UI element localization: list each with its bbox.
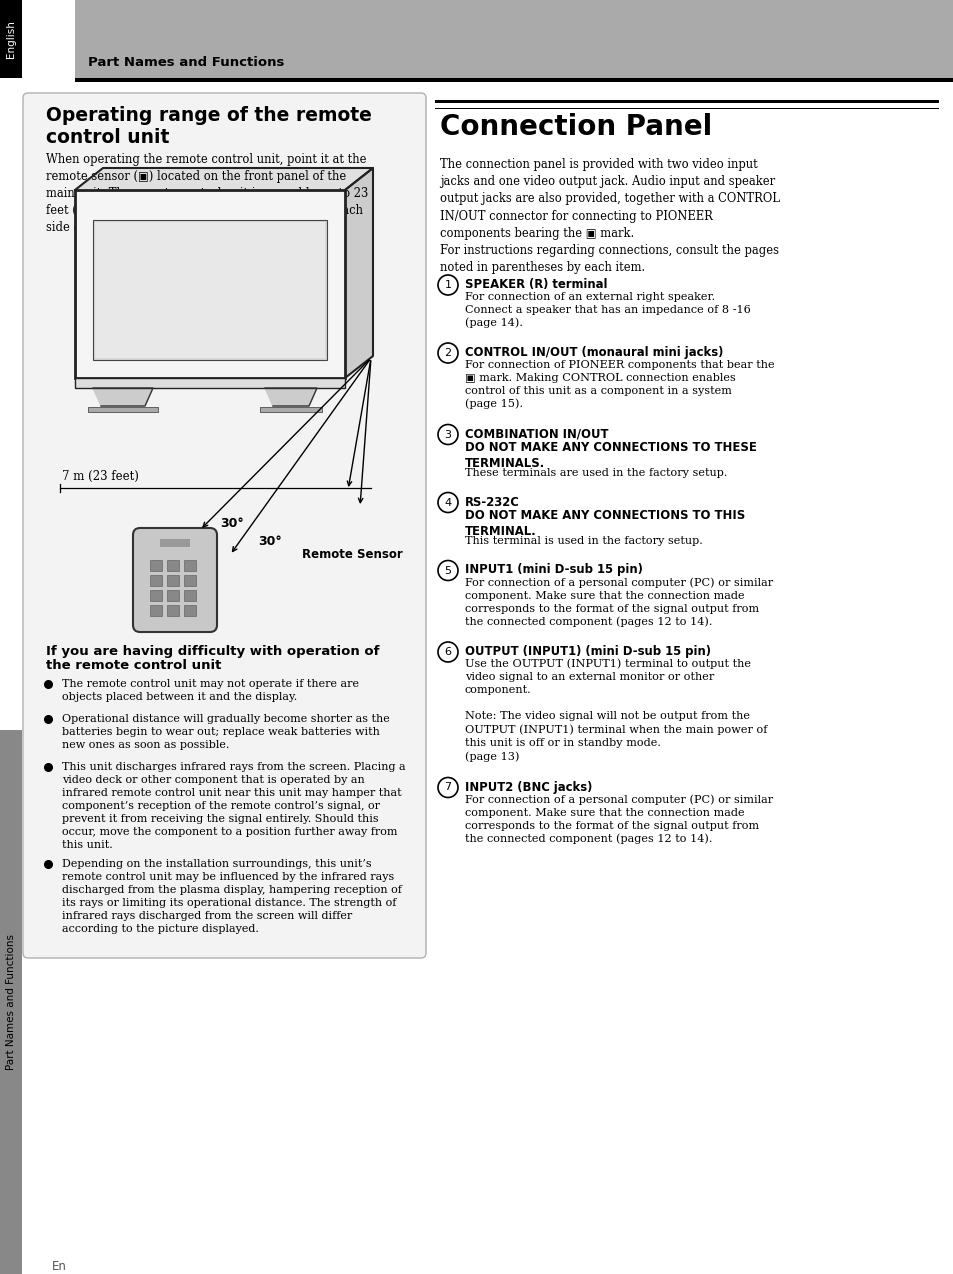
Polygon shape	[75, 168, 373, 190]
Text: 7: 7	[444, 782, 451, 792]
Circle shape	[437, 424, 457, 445]
Text: the remote control unit: the remote control unit	[46, 659, 221, 671]
Text: The remote control unit may not operate if there are
objects placed between it a: The remote control unit may not operate …	[62, 679, 358, 702]
Bar	[150, 605, 162, 617]
Bar	[150, 590, 162, 601]
Bar	[0, 730, 22, 1274]
Text: The connection panel is provided with two video input
jacks and one video output: The connection panel is provided with tw…	[439, 158, 780, 274]
Bar	[88, 406, 158, 412]
Text: COMBINATION IN/OUT: COMBINATION IN/OUT	[464, 428, 608, 441]
Text: For connection of an external right speaker.
Connect a speaker that has an imped: For connection of an external right spea…	[464, 292, 750, 329]
Text: Part Names and Functions: Part Names and Functions	[6, 934, 16, 1070]
Text: Use the OUTPUT (INPUT1) terminal to output the
video signal to an external monit: Use the OUTPUT (INPUT1) terminal to outp…	[464, 659, 766, 762]
Bar	[75, 190, 345, 378]
Text: When operating the remote control unit, point it at the
remote sensor (▣) locate: When operating the remote control unit, …	[46, 153, 368, 234]
Bar	[150, 561, 162, 571]
Text: control unit: control unit	[46, 127, 170, 147]
Bar	[167, 575, 179, 586]
Text: Operational distance will gradually become shorter as the
batteries begin to wea: Operational distance will gradually beco…	[62, 713, 390, 750]
Text: DO NOT MAKE ANY CONNECTIONS TO THIS
TERMINAL.: DO NOT MAKE ANY CONNECTIONS TO THIS TERM…	[464, 510, 744, 538]
Text: 6: 6	[444, 647, 451, 657]
Polygon shape	[345, 168, 373, 378]
Text: INPUT2 (BNC jacks): INPUT2 (BNC jacks)	[464, 781, 592, 794]
Text: CONTROL IN/OUT (monaural mini jacks): CONTROL IN/OUT (monaural mini jacks)	[464, 347, 722, 359]
Text: For connection of a personal computer (PC) or similar
component. Make sure that : For connection of a personal computer (P…	[464, 577, 772, 628]
Text: If you are having difficulty with operation of: If you are having difficulty with operat…	[46, 645, 379, 657]
Circle shape	[437, 275, 457, 296]
FancyBboxPatch shape	[23, 93, 426, 958]
Text: 2: 2	[444, 348, 451, 358]
Bar	[435, 107, 938, 110]
Bar	[184, 575, 195, 586]
Bar	[75, 0, 953, 78]
Bar	[160, 539, 190, 547]
Bar	[167, 590, 179, 601]
Text: These terminals are used in the factory setup.: These terminals are used in the factory …	[464, 468, 726, 478]
Text: 30°: 30°	[220, 517, 244, 530]
Circle shape	[437, 777, 457, 798]
FancyBboxPatch shape	[132, 527, 216, 632]
Circle shape	[437, 343, 457, 363]
Bar	[95, 222, 325, 358]
Bar	[75, 378, 345, 389]
Text: 7 m (23 feet): 7 m (23 feet)	[62, 470, 139, 483]
Text: OUTPUT (INPUT1) (mini D-sub 15 pin): OUTPUT (INPUT1) (mini D-sub 15 pin)	[464, 645, 710, 657]
Text: DO NOT MAKE ANY CONNECTIONS TO THESE
TERMINALS.: DO NOT MAKE ANY CONNECTIONS TO THESE TER…	[464, 441, 756, 470]
Circle shape	[437, 561, 457, 581]
Text: Part Names and Functions: Part Names and Functions	[88, 56, 284, 69]
Bar	[260, 406, 322, 412]
Text: 5: 5	[444, 566, 451, 576]
Text: English: English	[6, 20, 16, 57]
Text: Depending on the installation surroundings, this unit’s
remote control unit may : Depending on the installation surroundin…	[62, 859, 401, 934]
Text: 3: 3	[444, 429, 451, 440]
Text: INPUT1 (mini D-sub 15 pin): INPUT1 (mini D-sub 15 pin)	[464, 563, 642, 577]
Text: En: En	[52, 1260, 67, 1273]
Text: This unit discharges infrared rays from the screen. Placing a
video deck or othe: This unit discharges infrared rays from …	[62, 762, 405, 850]
Text: For connection of PIONEER components that bear the
▣ mark. Making CONTROL connec: For connection of PIONEER components tha…	[464, 359, 774, 409]
Text: This terminal is used in the factory setup.: This terminal is used in the factory set…	[464, 536, 702, 547]
Text: 4: 4	[444, 498, 451, 507]
Circle shape	[437, 642, 457, 662]
Text: Remote Sensor: Remote Sensor	[302, 548, 402, 561]
Bar	[184, 561, 195, 571]
Bar	[435, 99, 938, 103]
Text: Operating range of the remote: Operating range of the remote	[46, 106, 372, 125]
Bar	[167, 561, 179, 571]
Text: 30°: 30°	[257, 535, 281, 548]
Polygon shape	[92, 389, 152, 406]
Bar	[75, 78, 953, 82]
Text: 1: 1	[444, 280, 451, 290]
Bar	[150, 575, 162, 586]
Bar	[92, 220, 327, 361]
Bar	[184, 590, 195, 601]
Polygon shape	[265, 389, 316, 406]
Circle shape	[437, 493, 457, 512]
Text: Connection Panel: Connection Panel	[439, 113, 712, 141]
Bar	[0, 0, 22, 78]
Bar	[167, 605, 179, 617]
Text: RS-232C: RS-232C	[464, 496, 519, 508]
Bar	[184, 605, 195, 617]
Text: For connection of a personal computer (PC) or similar
component. Make sure that : For connection of a personal computer (P…	[464, 794, 772, 845]
Text: SPEAKER (R) terminal: SPEAKER (R) terminal	[464, 278, 607, 290]
